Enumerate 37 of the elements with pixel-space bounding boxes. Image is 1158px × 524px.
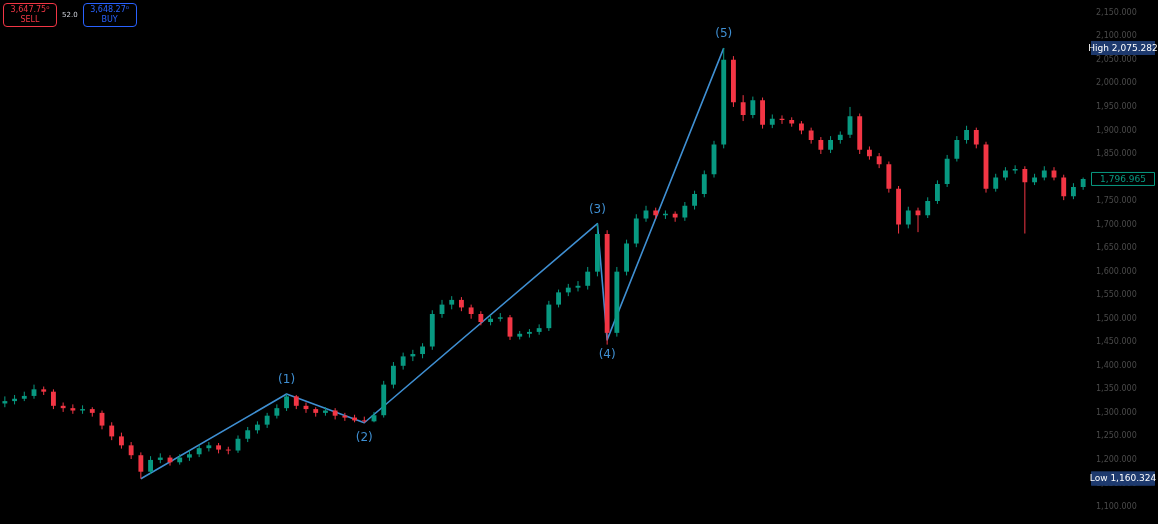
y-tick-label: 1,350.000 [1096,384,1137,394]
y-tick-label: 2,050.000 [1096,54,1137,64]
candlestick [41,386,47,396]
annotation: (3) [588,201,606,216]
y-tick-label: 1,300.000 [1096,407,1137,417]
y-tick-label: 1,700.000 [1096,219,1137,229]
y-tick-label: 1,200.000 [1096,455,1137,465]
candlestick [1003,166,1008,181]
annotation: 3,648.27⁰ BUY [82,3,137,27]
annotation: (2) [355,429,373,444]
annotation: 3,647.75⁰ SELL [3,3,57,27]
annotation: (1) [278,372,296,387]
y-tick-label: 1,400.000 [1096,360,1137,370]
candlestick [80,404,85,415]
annotation: (5) [715,26,733,41]
y-tick-label: 1,500.000 [1096,313,1137,323]
y-tick-label: 2,000.000 [1096,78,1137,88]
candlestick [187,450,192,462]
y-tick-label: 1,750.000 [1096,196,1137,206]
y-tick-label: 1,550.000 [1096,290,1137,300]
text: High 2,075.282 [1088,42,1158,53]
y-tick-label: 1,850.000 [1096,149,1137,159]
candlestick [497,312,503,323]
y-tick-label: 1,450.000 [1096,337,1137,347]
text: Low 1,160.324 [1089,473,1157,484]
y-tick-label: 1,600.000 [1096,266,1137,276]
y-tick-label: 1,250.000 [1096,431,1137,441]
y-tick-label: 1,100.000 [1096,502,1137,512]
y-tick-label: 2,150.000 [1096,7,1137,17]
y-tick-label: 2,100.000 [1096,31,1137,41]
y-tick-label: 1,650.000 [1096,243,1137,253]
candlestick [1041,165,1047,181]
candlestick [216,442,221,454]
annotation: (4) [598,347,616,362]
text: 1,796.965 [1100,173,1146,184]
y-tick-label: 1,950.000 [1096,102,1137,112]
y-tick-label: 1,900.000 [1096,125,1137,135]
